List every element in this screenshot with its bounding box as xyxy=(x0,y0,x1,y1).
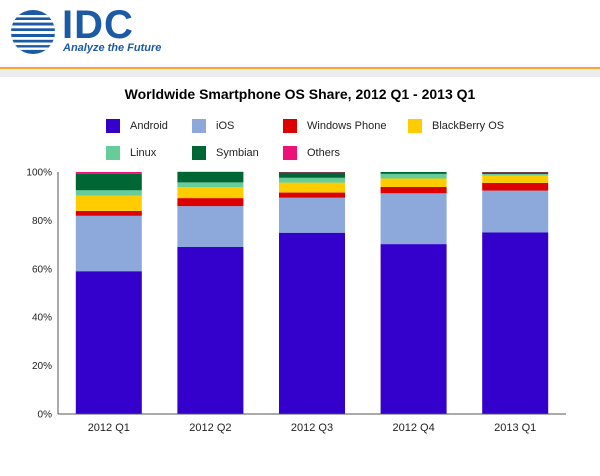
x-tick-label: 2012 Q1 xyxy=(88,422,130,434)
bar-segment-symbian-2013-q1 xyxy=(482,172,549,174)
bar-segment-linux-2013-q1 xyxy=(482,173,549,176)
bar-segment-blackberry-os-2012-q4 xyxy=(380,178,447,187)
legend-label-android: Android xyxy=(130,120,168,132)
bar-segment-ios-2012-q2 xyxy=(177,206,244,247)
x-tick-label: 2012 Q4 xyxy=(392,422,434,434)
legend-label-blackberry-os: BlackBerry OS xyxy=(432,120,505,132)
bar-segment-blackberry-os-2012-q1 xyxy=(75,195,142,211)
chart-title: Worldwide Smartphone OS Share, 2012 Q1 -… xyxy=(124,86,476,102)
legend-label-symbian: Symbian xyxy=(216,147,259,159)
y-tick-label: 80% xyxy=(32,216,52,227)
bar-segment-linux-2012-q4 xyxy=(380,173,447,179)
idc-logo-text: IDC xyxy=(62,3,134,47)
legend-swatch-blackberry-os xyxy=(408,119,422,133)
bar-segment-symbian-2012-q2 xyxy=(177,171,244,183)
idc-globe-icon xyxy=(11,10,55,54)
legend-label-others: Others xyxy=(307,147,341,159)
bar-segment-linux-2012-q2 xyxy=(177,182,244,187)
bar-segment-windows-phone-2012-q2 xyxy=(177,198,244,207)
bar-segment-blackberry-os-2012-q2 xyxy=(177,187,244,199)
x-tick-label: 2012 Q3 xyxy=(291,422,333,434)
bar-segment-symbian-2012-q4 xyxy=(380,172,447,174)
legend-label-windows-phone: Windows Phone xyxy=(307,120,387,132)
bar-segment-android-2012-q1 xyxy=(75,271,142,414)
bar-segment-android-2012-q3 xyxy=(279,232,345,414)
legend-swatch-linux xyxy=(106,146,120,160)
bar-segment-android-2012-q2 xyxy=(177,247,244,414)
x-tick-label: 2013 Q1 xyxy=(494,422,536,434)
y-tick-label: 100% xyxy=(26,168,52,179)
bar-segment-others-2013-q1 xyxy=(482,172,549,173)
bar-segment-linux-2012-q1 xyxy=(75,190,142,196)
bar-segment-windows-phone-2012-q3 xyxy=(279,192,345,198)
idc-tagline: Analyze the Future xyxy=(63,42,162,54)
legend-swatch-others xyxy=(283,146,297,160)
y-tick-label: 60% xyxy=(32,264,52,275)
bar-segment-ios-2012-q4 xyxy=(380,193,447,245)
bar-segment-android-2012-q4 xyxy=(380,244,447,414)
bar-segment-blackberry-os-2013-q1 xyxy=(482,175,549,183)
header-divider xyxy=(0,67,600,69)
bar-segment-ios-2012-q3 xyxy=(279,197,345,233)
legend-swatch-android xyxy=(106,119,120,133)
x-tick-label: 2012 Q2 xyxy=(189,422,231,434)
bar-segment-others-2012-q3 xyxy=(279,172,345,173)
bar-segment-others-2012-q1 xyxy=(75,172,142,174)
legend-swatch-windows-phone xyxy=(283,119,297,133)
bar-segment-symbian-2012-q3 xyxy=(279,172,345,178)
legend-swatch-symbian xyxy=(192,146,206,160)
bar-segment-linux-2012-q3 xyxy=(279,177,345,183)
legend-label-linux: Linux xyxy=(130,147,157,159)
legend-swatch-ios xyxy=(192,119,206,133)
idc-header: IDC Analyze the Future xyxy=(0,0,600,66)
bar-segment-android-2013-q1 xyxy=(482,232,549,414)
legend-label-ios: iOS xyxy=(216,120,235,132)
y-tick-label: 40% xyxy=(32,313,52,324)
y-tick-label: 20% xyxy=(32,361,52,372)
bar-segment-blackberry-os-2012-q3 xyxy=(279,182,345,193)
y-tick-label: 0% xyxy=(38,410,53,421)
bar-segment-windows-phone-2012-q1 xyxy=(75,211,142,216)
bar-segment-symbian-2012-q1 xyxy=(75,173,142,191)
bar-segment-windows-phone-2012-q4 xyxy=(380,187,447,194)
bar-segment-ios-2012-q1 xyxy=(75,215,142,272)
header-band xyxy=(0,69,600,77)
bar-segment-windows-phone-2013-q1 xyxy=(482,182,549,191)
bar-segment-ios-2013-q1 xyxy=(482,190,549,233)
